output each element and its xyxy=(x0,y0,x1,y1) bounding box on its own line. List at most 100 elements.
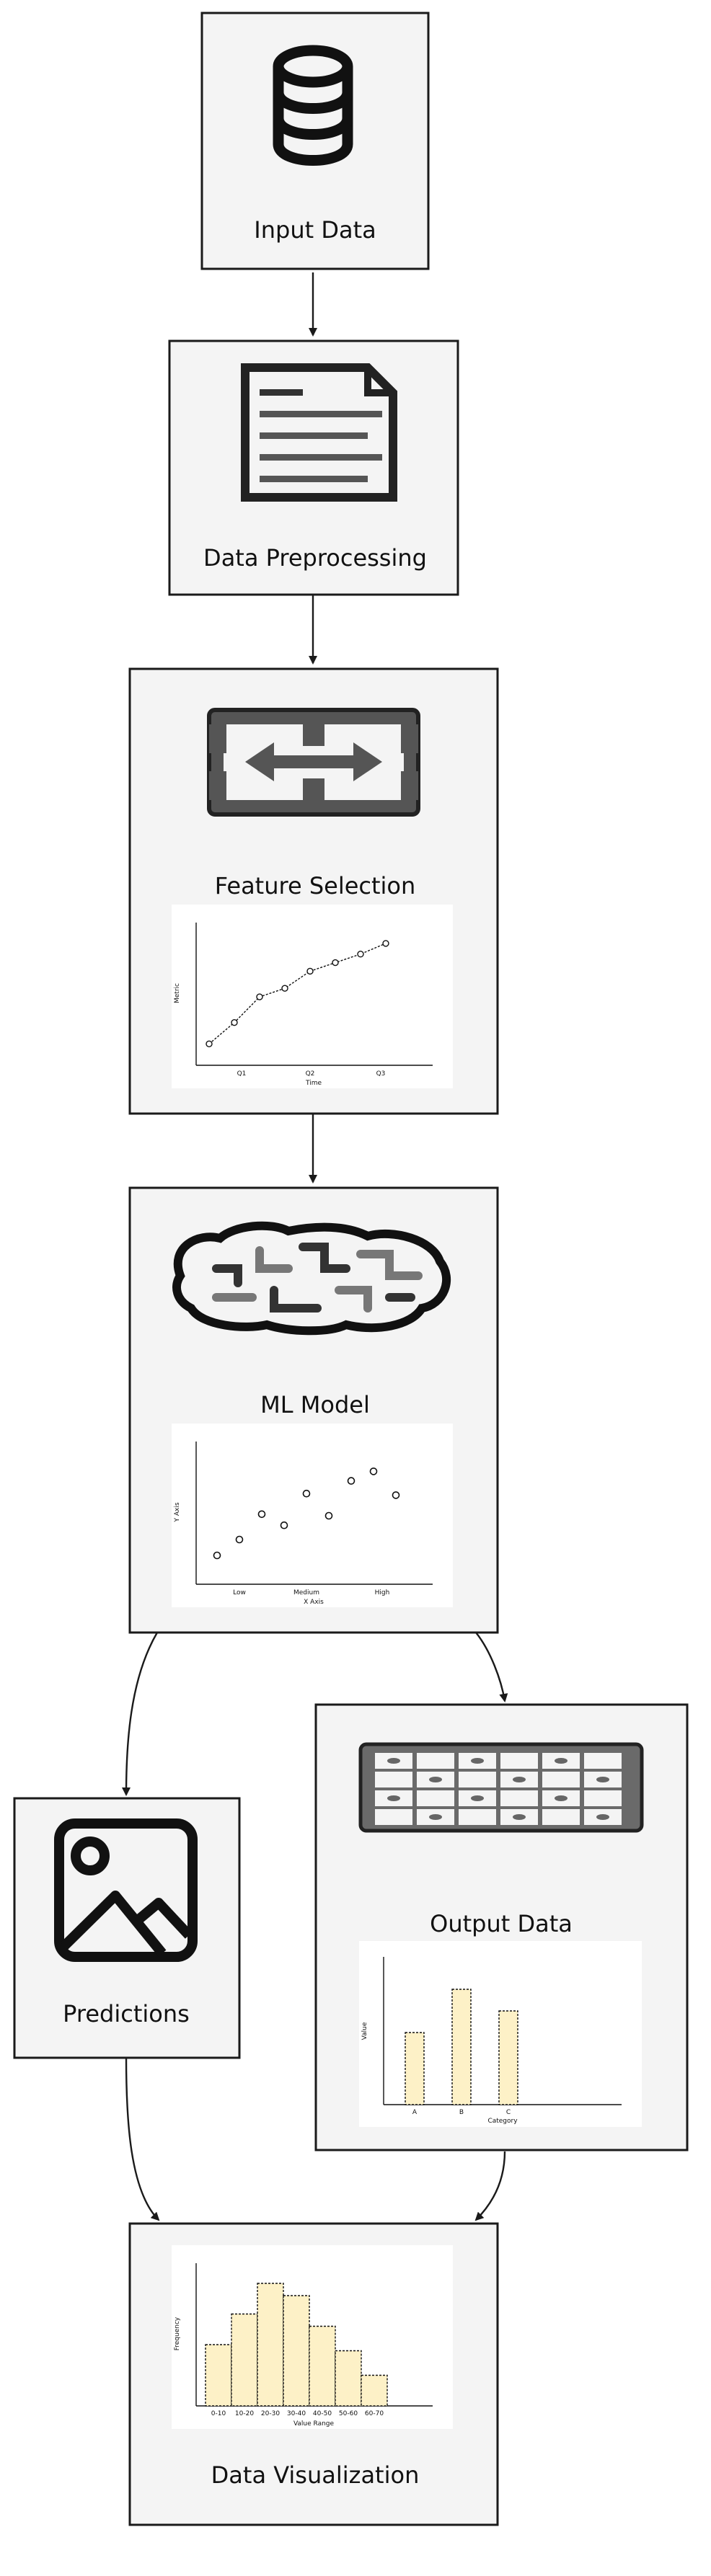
table-cell-mark xyxy=(387,1758,400,1764)
node-label: Predictions xyxy=(63,2000,190,2028)
node-feature-selection: Feature Selection Q1 Q2 Q3 Time Metric xyxy=(128,667,499,1115)
y-axis-label: Y Axis xyxy=(174,1502,181,1522)
x-tick-label: 0-10 xyxy=(211,2410,226,2417)
table-cell-mark xyxy=(513,1814,526,1820)
x-tick-label: A xyxy=(412,2109,418,2116)
table-cell xyxy=(584,1790,622,1806)
histogram-bar xyxy=(309,2325,336,2407)
table-cell-mark xyxy=(555,1758,568,1764)
histogram-bar xyxy=(257,2283,284,2407)
table-cell xyxy=(459,1772,496,1787)
scatter-point xyxy=(280,1521,288,1529)
x-tick-label: 50-60 xyxy=(339,2410,358,2417)
table-cell xyxy=(375,1809,412,1825)
bar xyxy=(498,2010,518,2105)
x-tick-label: 10-20 xyxy=(235,2410,254,2417)
x-tick-label: High xyxy=(375,1589,390,1596)
line-point xyxy=(231,1018,238,1026)
node-label: Data Visualization xyxy=(211,2461,420,2489)
edges xyxy=(122,272,508,2221)
scatter-point xyxy=(392,1491,400,1499)
scatter-point xyxy=(302,1489,311,1498)
histogram-bar xyxy=(205,2344,232,2407)
node-label: Feature Selection xyxy=(215,872,416,900)
histogram-icon: 0-10 10-20 20-30 30-40 40-50 50-60 60-70 Value… xyxy=(174,2263,433,2428)
x-tick-label: Q1 xyxy=(237,1070,247,1078)
document-icon xyxy=(241,363,397,502)
x-tick-label: 30-40 xyxy=(287,2410,306,2417)
x-tick-label: Q2 xyxy=(306,1070,315,1078)
table-cell-mark xyxy=(555,1795,568,1801)
table-cell-mark xyxy=(471,1758,484,1764)
edge-model-predictions xyxy=(122,1632,159,1796)
table-cell-mark xyxy=(387,1795,400,1801)
node-data-visualization: 0-10 10-20 20-30 30-40 40-50 50-60 60-70 Value… xyxy=(128,2222,499,2526)
line-point xyxy=(206,1040,213,1048)
edge-predictions-visualization xyxy=(125,2057,160,2221)
line-point xyxy=(332,959,339,967)
y-axis-label: Metric xyxy=(174,983,181,1003)
table-cell-mark xyxy=(596,1814,609,1820)
edge-model-output xyxy=(475,1632,508,1702)
scatter-point xyxy=(347,1477,356,1485)
node-predictions: Predictions xyxy=(13,1797,241,2059)
table-cell-mark xyxy=(429,1777,442,1782)
node-ml-model: ML Model Low Medium High X Axis Y Axis xyxy=(128,1186,499,1634)
line-point xyxy=(357,951,364,958)
node-data-preprocessing: Data Preprocessing xyxy=(168,339,459,596)
x-tick-label: Q3 xyxy=(376,1070,386,1078)
table-cell-mark xyxy=(471,1795,484,1801)
node-label: ML Model xyxy=(260,1391,370,1418)
histogram-bar xyxy=(361,2374,388,2407)
node-label: Data Preprocessing xyxy=(203,544,427,572)
swap-arrows-icon xyxy=(207,708,420,817)
x-tick-label: 60-70 xyxy=(365,2410,384,2417)
node-input-data: Input Data xyxy=(200,12,430,270)
histogram-bar xyxy=(283,2295,310,2407)
scatter-point xyxy=(324,1511,333,1520)
line-point xyxy=(256,993,263,1000)
table-cell xyxy=(459,1809,496,1825)
table-cell xyxy=(500,1790,538,1806)
table-cell xyxy=(417,1753,454,1769)
node-label: Output Data xyxy=(430,1910,573,1937)
bar xyxy=(405,2032,425,2105)
table-cell-mark xyxy=(429,1814,442,1820)
scatter-point xyxy=(257,1510,266,1519)
x-tick-label: 40-50 xyxy=(313,2410,332,2417)
table-cell-mark xyxy=(596,1777,609,1782)
histogram-bar xyxy=(231,2313,258,2407)
table-cell xyxy=(417,1790,454,1806)
x-axis-label: Time xyxy=(305,1080,322,1087)
line-series xyxy=(208,943,387,1044)
x-axis-label: X Axis xyxy=(304,1599,324,1606)
scatter-chart: Low Medium High X Axis Y Axis xyxy=(174,1442,433,1606)
brain-icon xyxy=(172,1221,451,1336)
scatter-point xyxy=(369,1467,378,1475)
table-cell xyxy=(542,1809,580,1825)
table-cell-mark xyxy=(513,1777,526,1782)
table-cell xyxy=(375,1772,412,1787)
bar-chart: A B C Category Value xyxy=(361,1957,622,2125)
line-point xyxy=(281,985,288,992)
table-cell xyxy=(500,1753,538,1769)
node-output-data: Output Data A B C Category Value xyxy=(314,1703,689,2151)
line-chart: Q1 Q2 Q3 Time Metric xyxy=(174,923,433,1087)
x-tick-label: 20-30 xyxy=(261,2410,280,2417)
scatter-point xyxy=(213,1551,221,1560)
node-label: Input Data xyxy=(254,216,376,244)
histogram-bar xyxy=(335,2350,362,2407)
x-tick-label: B xyxy=(459,2109,464,2116)
bar xyxy=(451,1989,472,2105)
scatter-point xyxy=(235,1535,244,1544)
x-axis-label: Value Range xyxy=(293,2420,335,2428)
edge-output-visualization xyxy=(474,2151,506,2221)
x-tick-label: Low xyxy=(233,1589,246,1596)
y-axis-label: Value xyxy=(361,2022,368,2040)
database-icon xyxy=(273,45,353,166)
table-icon xyxy=(358,1742,644,1833)
x-axis-label: Category xyxy=(487,2118,518,2125)
table-cell xyxy=(542,1772,580,1787)
line-point xyxy=(382,940,389,947)
